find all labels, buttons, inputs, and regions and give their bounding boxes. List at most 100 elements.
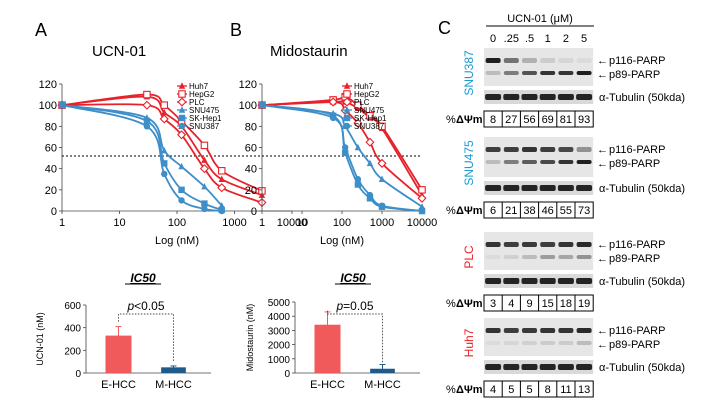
delta-psi-value: 46	[542, 205, 554, 217]
y-tick-label: 200	[64, 346, 81, 357]
y-tick-label: 20	[245, 185, 257, 197]
p116-band	[558, 147, 574, 152]
panel-label-a: A	[35, 20, 47, 40]
p89-label: p89-PARP	[609, 339, 660, 351]
p89-band	[540, 255, 556, 259]
y-tick-label: 20	[45, 185, 57, 197]
p89-band	[558, 255, 574, 259]
data-point-SNU475	[201, 182, 208, 190]
p89-band	[522, 341, 537, 345]
category-label: E-HCC	[310, 379, 345, 391]
p89-band	[540, 341, 556, 345]
data-point-PLC	[328, 97, 338, 107]
p116-band	[576, 58, 592, 63]
delta-psi-value: 15	[542, 298, 554, 310]
data-point-SNU387	[58, 101, 66, 109]
tubulin-blot-image	[484, 360, 594, 374]
data-point-SNU475	[161, 146, 168, 154]
delta-psi-value: 4	[508, 298, 514, 310]
data-point-HepG2	[143, 90, 151, 99]
delta-psi-value: 21	[505, 205, 517, 217]
p116-band	[522, 242, 537, 247]
data-point-SNU387	[201, 205, 208, 213]
data-point-Huh7	[201, 156, 208, 163]
data-point-HepG2	[200, 141, 209, 150]
tubulin-band	[557, 185, 574, 191]
delta-psi-value: 73	[578, 205, 590, 217]
y-tick-label: 600	[64, 301, 81, 312]
tubulin-band	[557, 94, 574, 100]
legend-marker	[177, 97, 187, 107]
blot-SNU387: ← p116-PARP← p89-PARP α-Tubulin (50kda) SNU3…	[446, 48, 685, 128]
data-point-SNU475	[354, 143, 362, 151]
p116-band	[503, 328, 519, 333]
tubulin-band	[485, 278, 502, 284]
delta-psi-value: 4	[490, 384, 496, 396]
treatment-header: UCN-01 (μM)	[507, 13, 573, 25]
arrow-glyph: ←	[597, 158, 608, 170]
data-point-SK-Hep1	[341, 149, 349, 156]
dose-label: .5	[525, 33, 534, 45]
p-number: 0.05	[141, 299, 165, 313]
p89-band	[485, 160, 501, 164]
p89-band	[485, 341, 501, 345]
delta-psi-value: 6	[490, 205, 496, 217]
p-value-annotation: p<0.05	[126, 299, 164, 313]
x-tick-label: 100	[168, 217, 186, 229]
dose-label: 5	[581, 33, 587, 45]
tubulin-band	[557, 364, 574, 370]
data-point-SNU387	[329, 114, 337, 122]
legend-entry: Huh7	[354, 82, 374, 91]
legend-entry: SNU475	[354, 106, 385, 115]
p89-band	[576, 255, 592, 259]
tubulin-band	[576, 94, 593, 100]
p116-band	[558, 242, 574, 247]
tubulin-band	[485, 185, 502, 191]
p89-band	[485, 71, 501, 75]
y-tick-label: 2000	[268, 341, 291, 352]
cell-line-label: Huh7	[462, 328, 476, 357]
dose-label: 1	[545, 33, 551, 45]
p116-band	[540, 147, 556, 152]
delta-psi-value: 19	[578, 298, 590, 310]
p116-band	[576, 328, 592, 333]
p89-label: p89-PARP	[609, 253, 660, 265]
p89-band	[503, 341, 519, 345]
data-point-PLC	[417, 193, 427, 203]
p116-band	[540, 328, 556, 333]
p116-band	[540, 242, 556, 247]
data-point-PLC	[377, 158, 387, 168]
p89-label: p89-PARP	[609, 158, 660, 170]
legend-marker	[178, 106, 186, 113]
significance-bracket	[118, 313, 174, 362]
p89-label: p89-PARP	[609, 69, 660, 81]
tubulin-band	[503, 185, 520, 191]
p-symbol: p	[126, 299, 134, 313]
blot-PLC: ← p116-PARP← p89-PARP α-Tubulin (50kda) PLC%…	[446, 232, 685, 312]
data-point-HepG2	[160, 101, 168, 109]
p-number: 0.05	[350, 299, 374, 313]
data-point-SK-Hep1	[178, 186, 185, 194]
tubulin-band	[503, 364, 520, 370]
data-point-SNU475	[178, 162, 185, 170]
x-tick-label: 10	[113, 217, 125, 229]
p116-band	[522, 58, 537, 63]
data-point-Huh7	[218, 175, 225, 182]
y-tick-label: 120	[239, 79, 257, 91]
category-label: M-HCC	[155, 379, 192, 391]
series-line-SK-Hep1	[261, 104, 423, 212]
x-axis-label: Log (nM)	[155, 235, 199, 247]
x-tick-label: 100	[333, 217, 351, 229]
p116-band	[576, 242, 592, 247]
y-tick-label: 4000	[268, 312, 291, 323]
dose-label: 0	[490, 33, 496, 45]
dose-label: .25	[504, 33, 519, 45]
data-point-SNU387	[258, 101, 266, 109]
delta-psi-value: 5	[508, 384, 514, 396]
legend-marker	[178, 82, 186, 89]
y-tick-label: 3000	[268, 326, 291, 337]
data-point-HepG2	[378, 122, 386, 131]
arrow-glyph: ←	[597, 55, 608, 67]
legend-entry: SNU475	[189, 106, 220, 115]
